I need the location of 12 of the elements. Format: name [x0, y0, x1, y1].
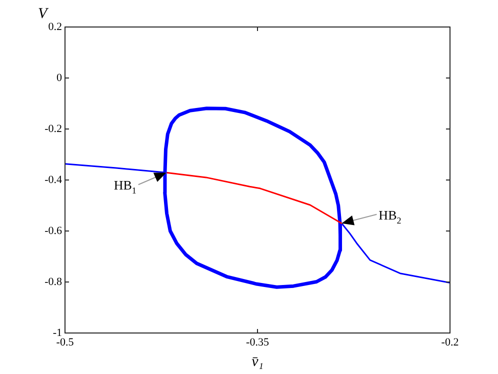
x-tick-label: -0.35	[246, 336, 270, 348]
y-tick-label: -0.6	[44, 224, 62, 237]
y-tick-label: 0	[56, 72, 62, 84]
y-tick-label: -0.2	[44, 122, 62, 135]
x-tick-label: -0.2	[441, 336, 459, 348]
y-tick-label: -0.8	[44, 276, 62, 288]
y-tick-label: 0.2	[48, 20, 62, 33]
x-axis-title: v̄₁	[252, 354, 264, 370]
y-tick-label: -0.4	[44, 174, 62, 186]
y-tick-label: -1	[52, 326, 62, 339]
x-tick-label: -0.5	[56, 336, 74, 348]
y-axis-title: V	[38, 6, 49, 22]
